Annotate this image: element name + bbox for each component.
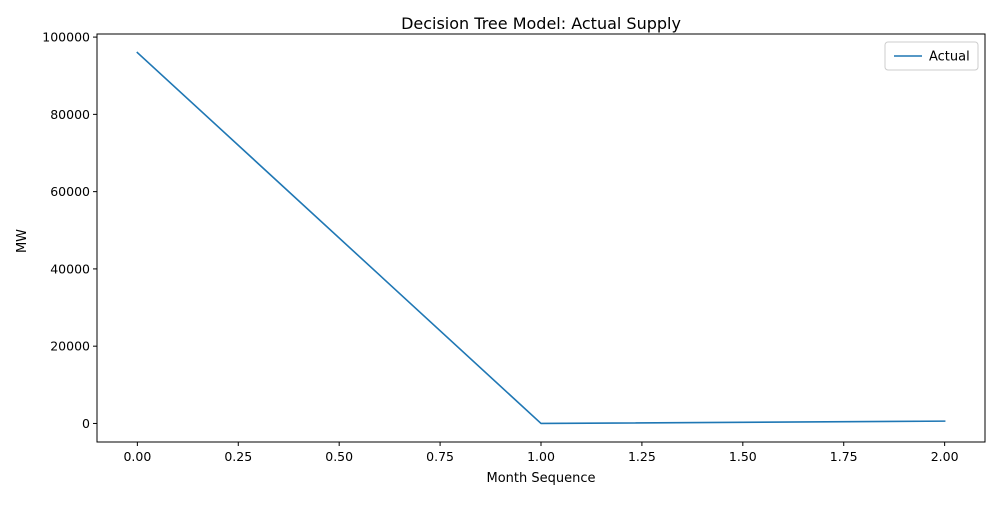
series-line-actual xyxy=(136,51,946,425)
x-tick-label: 1.75 xyxy=(830,449,858,464)
y-tick-label: 80000 xyxy=(50,107,90,122)
y-tick-label: 100000 xyxy=(42,30,90,45)
ticks-layer: 0.00 0.25 0.50 0.75 1.00 1.25 1.50 1.75 2.00 0 200… xyxy=(42,30,958,464)
y-tick-label: 0 xyxy=(82,416,90,431)
x-tick-label: 0.25 xyxy=(224,449,252,464)
plot-frame xyxy=(96,33,986,443)
y-axis-label: MW xyxy=(15,229,30,253)
x-tick-label: 0.75 xyxy=(426,449,454,464)
x-tick-label: 0.00 xyxy=(123,449,151,464)
x-tick-label: 2.00 xyxy=(931,449,959,464)
y-tick-label: 20000 xyxy=(50,339,90,354)
legend: Actual xyxy=(884,41,979,71)
x-tick-label: 1.00 xyxy=(527,449,555,464)
chart-title: Decision Tree Model: Actual Supply xyxy=(401,14,681,33)
x-tick-label: 1.25 xyxy=(628,449,656,464)
legend-box xyxy=(884,41,979,71)
y-tick-label: 60000 xyxy=(50,184,90,199)
legend-label: Actual xyxy=(929,50,970,65)
x-axis-label: Month Sequence xyxy=(486,471,595,486)
x-tick-label: 0.50 xyxy=(325,449,353,464)
x-tick-label: 1.50 xyxy=(729,449,757,464)
series-layer xyxy=(136,51,946,425)
y-tick-label: 40000 xyxy=(50,261,90,276)
